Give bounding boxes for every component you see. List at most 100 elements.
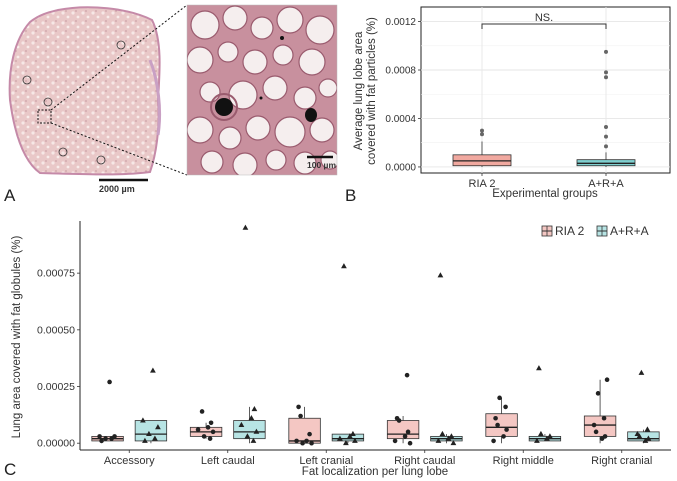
- panel-c-y-tick-label: 0.00000: [37, 438, 75, 450]
- panel-c-ria2-box: [288, 417, 321, 444]
- panel-c-arra-data-point: [244, 433, 251, 439]
- panel-c-y-tick-label: 0.00050: [37, 324, 75, 336]
- legend-item-arra: A+R+A: [596, 224, 649, 238]
- panel-c-y-tick-label: 0.00075: [37, 268, 75, 280]
- panel-c-ria2-data-point: [298, 413, 303, 419]
- significance-label: NS.: [535, 12, 553, 24]
- scale-bar-inset-label: 100 µm: [307, 160, 336, 170]
- panel-c-x-tick-label: Left caudal: [201, 455, 255, 467]
- panel-b-arra-outlier-point: [604, 49, 608, 54]
- panel-c-arra-box: [134, 420, 168, 442]
- panel-b-letter: B: [345, 186, 357, 205]
- panel-c-arra-data-point: [450, 439, 457, 446]
- panel-c-ria2-data-point: [392, 438, 398, 444]
- lung-section-overview: [8, 6, 161, 176]
- panel-c-arra-box: [233, 420, 266, 440]
- panel-c-y-tick-label: 0.00025: [37, 381, 75, 393]
- panel-a-letter: A: [4, 186, 16, 205]
- panel-c-arra-data-point: [140, 417, 146, 423]
- panel-a-histology: 2000 µm 100 µm: [8, 4, 338, 194]
- panel-c-arra-data-point: [347, 433, 353, 439]
- panel-c-arra-data-point: [644, 426, 651, 432]
- panel-c-x-tick-label: Accessory: [104, 455, 155, 467]
- panel-c-arra-data-point: [645, 435, 652, 441]
- panel-c-arra-data-point: [248, 415, 255, 421]
- panel-c-arra-data-point: [146, 430, 152, 437]
- panel-c-y-axis-label: Lung area covered with fat globules (%): [11, 236, 23, 439]
- panel-c-ria2-data-point: [107, 379, 112, 385]
- panel-b-arra-outlier-point: [604, 75, 608, 80]
- panel-c-x-tick-label: Left cranial: [299, 455, 353, 467]
- panel-c-ria2-data-point: [99, 438, 104, 444]
- legend-label-ria2: RIA 2: [555, 224, 585, 238]
- panel-c-letter: C: [4, 460, 17, 479]
- panel-b-y-ticks: 0.0000 0.0004 0.0008 0.0012: [385, 17, 421, 173]
- panel-b-marks: [452, 49, 636, 167]
- panel-c-ria2-data-point: [112, 434, 117, 439]
- panel-c-arra-data-point: [437, 272, 444, 278]
- panel-c-arra-data-point: [352, 437, 358, 443]
- panel-c-plot-area: [80, 221, 671, 450]
- panel-c-ria2-data-point: [394, 415, 400, 421]
- panel-c-arra-data-point: [435, 437, 442, 443]
- panel-c-marks: [91, 224, 660, 446]
- panel-c-arra-data-point: [341, 263, 347, 269]
- panel-c-ria2-data-point: [207, 436, 213, 441]
- panel-c-arra-data-point: [439, 430, 446, 437]
- panel-c-ria2-data-point: [503, 404, 508, 410]
- scale-bar-overview-label: 2000 µm: [99, 184, 135, 194]
- panel-c-ria2-data-point: [593, 429, 599, 435]
- sample-region-marker: [58, 147, 68, 157]
- zoom-connector-line: [50, 122, 188, 176]
- panel-b-y-tick-label: 0.0004: [385, 114, 416, 125]
- panel-c-ria2-data-point: [595, 391, 601, 396]
- panel-c-arra-data-point: [251, 405, 258, 412]
- panel-c-x-ticks: Accessory Left caudal Left cranial Right ca…: [104, 450, 652, 467]
- significance-bracket: [481, 23, 607, 29]
- panel-c-ria2-data-point: [504, 427, 509, 432]
- panel-c-ria2-data-point: [307, 431, 312, 437]
- panel-c-arra-data-point: [634, 430, 641, 437]
- panel-c-ria2-data-point: [205, 425, 211, 430]
- panel-b-y-axis-label-line-1: Average lung lobe area: [353, 31, 365, 150]
- lung-section-edge: [148, 59, 162, 136]
- panel-c-legend: RIA 2 A+R+A: [541, 224, 649, 238]
- panel-c-arra-data-point: [448, 433, 455, 439]
- panel-b-arra-outlier-point: [604, 70, 608, 75]
- panel-c-y-ticks: 0.00000 0.00025 0.00050 0.00075: [37, 268, 80, 450]
- zoom-connector-line: [50, 4, 188, 111]
- panel-c-ria2-data-point: [501, 434, 506, 439]
- panel-c-ria2-data-point: [591, 422, 597, 428]
- panel-c-arra-data-point: [253, 428, 260, 434]
- panel-c-ria2-data-point: [296, 404, 301, 410]
- panel-c-ria2-data-point: [497, 395, 502, 401]
- panel-c-arra-data-point: [337, 435, 343, 441]
- panel-b-x-tick-label: A+R+A: [588, 178, 624, 190]
- panel-b-x-ticks: RIA 2 A+R+A: [469, 173, 624, 190]
- panel-b-y-tick-label: 0.0008: [385, 66, 416, 77]
- panel-c-ria2-data-point: [103, 436, 108, 441]
- panel-b-ria2-outlier-point: [480, 132, 484, 137]
- panel-c-arra-data-point: [242, 224, 249, 230]
- panel-c-arra-data-point: [638, 369, 645, 375]
- panel-c-ria2-data-point: [199, 409, 205, 414]
- inset-micrograph: [187, 5, 337, 175]
- panel-c-arra-data-point: [536, 365, 542, 371]
- panel-c-ria2-data-point: [604, 377, 610, 383]
- panel-b-y-axis-label-line-2: covered with fat particles (%): [366, 17, 378, 165]
- panel-c-ria2-box: [583, 415, 617, 437]
- panel-c-x-tick-label: Right caudal: [394, 455, 455, 467]
- panel-c-arra-data-point: [544, 435, 550, 441]
- panel-c-arra-data-point: [534, 437, 540, 443]
- panel-c-ria2-data-point: [201, 434, 207, 439]
- panel-c-ria2-data-point: [300, 440, 305, 446]
- panel-c-arra-data-point: [547, 433, 553, 439]
- panel-c-arra-data-point: [142, 437, 148, 443]
- panel-b-ria2-outlier-point: [480, 128, 484, 133]
- panel-c-ria2-data-point: [208, 420, 214, 426]
- panel-c-ria2-data-point: [402, 434, 408, 439]
- panel-c-ria2-data-point: [404, 372, 410, 378]
- panel-c-arra-data-point: [642, 437, 649, 443]
